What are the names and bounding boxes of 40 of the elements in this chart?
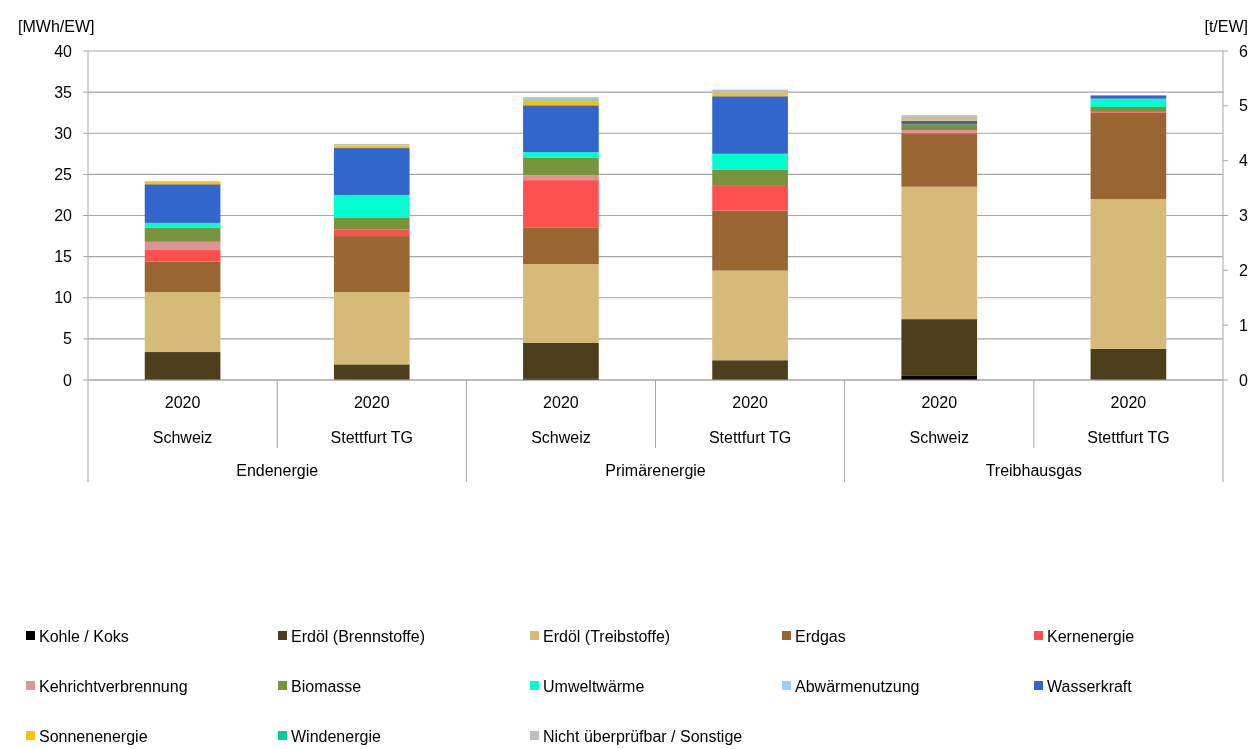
y-tick-label: 10 [54,289,73,307]
x-tick-label: 2020 Schweiz [531,394,591,446]
legend-label: Kohle / Koks [39,627,129,645]
legend-label: Abwärmenutzung [795,677,920,695]
y2-tick-label: 1 [1239,316,1248,334]
y-tick-label: 25 [54,165,73,183]
x-tick-label: 2020 Schweiz [909,394,970,446]
y-tick-label: 20 [54,207,73,225]
legend-label: Wasserkraft [1047,677,1133,695]
y-tick-label: 0 [63,371,73,389]
x-tick-label: 2020 Schweiz [152,394,213,446]
y2-tick-label: 2 [1239,261,1248,279]
y-tick-label: 35 [54,83,73,101]
legend-label: Erdöl (Treibstoffe) [543,627,671,645]
y2-tick-label: 0 [1239,371,1248,389]
x-tick-label: 2020 Stettfurt TG [708,394,792,446]
legend-label: Umweltwärme [543,677,645,695]
y2-tick-label: 6 [1239,42,1248,60]
text: Treibhausgas [985,462,1083,479]
legend-label: Biomasse [291,677,362,695]
y2-tick-label: 5 [1239,97,1248,115]
y-tick-label: 30 [54,124,73,142]
text: Primärenergie [605,462,706,479]
y2-tick-label: 3 [1239,207,1248,225]
y-tick-label: 5 [63,330,73,348]
legend-label: Erdgas [795,627,846,645]
y-axis-title: [MWh/EW] [18,18,95,35]
legend-label: Erdöl (Brennstoffe) [291,627,425,645]
y2-axis-title: [t/EW] [1204,18,1248,35]
legend-label: Kehrichtverbrennung [39,677,188,695]
x-tick-label: 2020 Stettfurt TG [1087,394,1170,446]
x-tick-label: 2020 Stettfurt TG [330,394,413,446]
text: Endenergie [236,462,319,479]
legend-label: Sonnenenergie [39,727,148,745]
y2-tick-label: 4 [1239,152,1248,170]
y-tick-label: 40 [54,42,73,60]
legend-label: Kernenergie [1047,627,1135,645]
y-tick-label: 15 [54,248,73,266]
legend-label: Nicht überprüfbar / Sonstige [543,727,743,745]
legend-label: Windenergie [291,727,381,745]
